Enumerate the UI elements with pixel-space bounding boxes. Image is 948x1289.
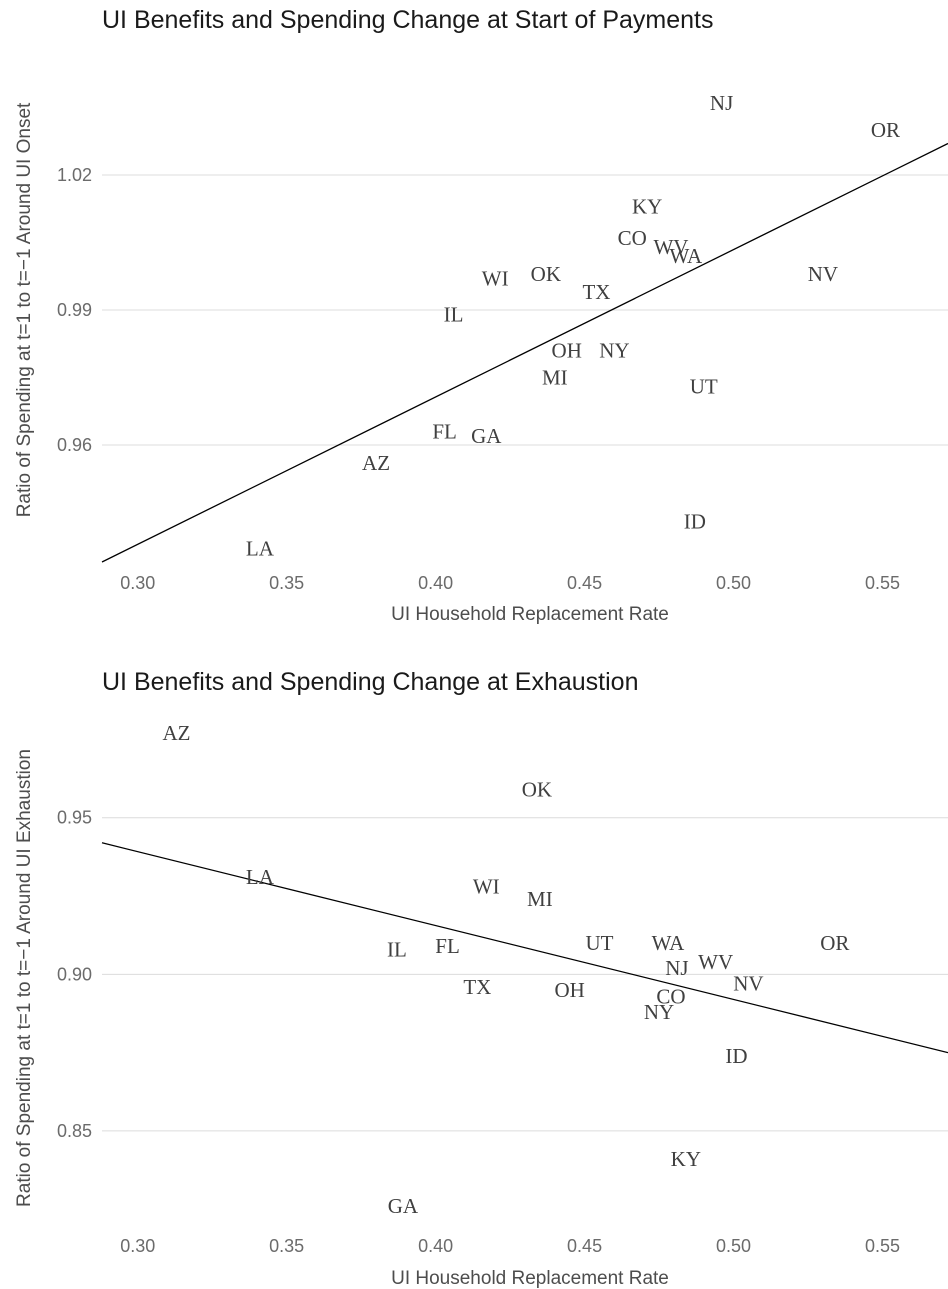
panel1-y-ticks: 0.96 0.99 1.02 bbox=[57, 165, 92, 455]
panel-exhaustion: UI Benefits and Spending Change at Exhau… bbox=[14, 668, 948, 1289]
y-tick-label: 0.90 bbox=[57, 964, 92, 984]
panel2-x-axis-label: UI Household Replacement Rate bbox=[391, 1268, 669, 1289]
point-label-ut: UT bbox=[585, 931, 613, 955]
point-label-tx: TX bbox=[582, 280, 610, 304]
x-tick-label: 0.40 bbox=[418, 1236, 453, 1256]
x-tick-label: 0.35 bbox=[269, 573, 304, 593]
panel2-fit-line bbox=[101, 842, 948, 1054]
panel-start-of-payments: UI Benefits and Spending Change at Start… bbox=[14, 6, 948, 625]
point-label-wa: WA bbox=[652, 931, 685, 955]
point-label-ny: NY bbox=[599, 339, 629, 363]
point-label-id: ID bbox=[684, 510, 706, 534]
point-label-il: IL bbox=[387, 937, 407, 961]
x-tick-label: 0.55 bbox=[865, 573, 900, 593]
point-label-nv: NV bbox=[733, 972, 763, 996]
panel1-gridlines bbox=[102, 174, 948, 446]
point-label-az: AZ bbox=[362, 451, 390, 475]
point-label-tx: TX bbox=[463, 975, 491, 999]
point-label-ky: KY bbox=[632, 195, 662, 219]
x-tick-label: 0.45 bbox=[567, 1236, 602, 1256]
x-tick-label: 0.55 bbox=[865, 1236, 900, 1256]
x-tick-label: 0.30 bbox=[120, 1236, 155, 1256]
point-label-co: CO bbox=[656, 984, 685, 1008]
point-label-or: OR bbox=[871, 118, 900, 142]
point-label-mi: MI bbox=[542, 366, 568, 390]
point-label-ok: OK bbox=[522, 778, 552, 802]
panel1-fit-line bbox=[101, 142, 948, 563]
panel1-x-axis-label: UI Household Replacement Rate bbox=[391, 604, 669, 625]
point-label-nv: NV bbox=[808, 262, 838, 286]
point-label-ok: OK bbox=[531, 262, 561, 286]
point-label-wv: WV bbox=[698, 950, 733, 974]
point-label-nj: NJ bbox=[710, 91, 733, 115]
regression-line bbox=[101, 142, 948, 563]
point-label-ky: KY bbox=[671, 1147, 701, 1171]
point-label-ga: GA bbox=[388, 1194, 419, 1218]
point-label-la: LA bbox=[246, 537, 275, 561]
point-label-ga: GA bbox=[471, 424, 502, 448]
point-label-id: ID bbox=[725, 1044, 747, 1068]
x-tick-label: 0.35 bbox=[269, 1236, 304, 1256]
panel2-x-ticks: 0.30 0.35 0.40 0.45 0.50 0.55 bbox=[120, 1236, 900, 1256]
point-label-wi: WI bbox=[473, 875, 500, 899]
point-label-ny: NY bbox=[644, 1000, 674, 1024]
x-tick-label: 0.40 bbox=[418, 573, 453, 593]
y-tick-label: 0.95 bbox=[57, 808, 92, 828]
point-label-oh: OH bbox=[552, 339, 582, 363]
point-label-co: CO bbox=[618, 226, 647, 250]
x-tick-label: 0.45 bbox=[567, 573, 602, 593]
x-tick-label: 0.50 bbox=[716, 573, 751, 593]
point-label-il: IL bbox=[444, 303, 464, 327]
panel2-gridlines bbox=[102, 817, 948, 1132]
y-tick-label: 1.02 bbox=[57, 165, 92, 185]
point-label-wi: WI bbox=[482, 267, 509, 291]
y-tick-label: 0.85 bbox=[57, 1121, 92, 1141]
panel2-title: UI Benefits and Spending Change at Exhau… bbox=[102, 668, 639, 696]
x-tick-label: 0.30 bbox=[120, 573, 155, 593]
panel2-y-axis-label: Ratio of Spending at t=1 to t=−1 Around … bbox=[14, 749, 35, 1207]
y-tick-label: 0.96 bbox=[57, 435, 92, 455]
x-tick-label: 0.50 bbox=[716, 1236, 751, 1256]
regression-line bbox=[101, 842, 948, 1054]
point-label-nj: NJ bbox=[665, 956, 688, 980]
point-label-fl: FL bbox=[432, 420, 457, 444]
point-label-wv: WV bbox=[653, 235, 688, 259]
panel1-y-axis-label: Ratio of Spending at t=1 to t=−1 Around … bbox=[14, 102, 35, 517]
point-label-wa: WA bbox=[670, 244, 703, 268]
panel2-y-ticks: 0.85 0.90 0.95 bbox=[57, 808, 92, 1141]
point-label-az: AZ bbox=[162, 721, 190, 745]
y-tick-label: 0.99 bbox=[57, 300, 92, 320]
point-label-mi: MI bbox=[527, 887, 553, 911]
panel1-title: UI Benefits and Spending Change at Start… bbox=[102, 6, 714, 34]
point-label-ut: UT bbox=[690, 375, 718, 399]
point-label-la: LA bbox=[246, 865, 275, 889]
point-label-oh: OH bbox=[555, 978, 585, 1002]
point-label-fl: FL bbox=[435, 934, 460, 958]
point-label-or: OR bbox=[820, 931, 849, 955]
panel1-x-ticks: 0.30 0.35 0.40 0.45 0.50 0.55 bbox=[120, 573, 900, 593]
